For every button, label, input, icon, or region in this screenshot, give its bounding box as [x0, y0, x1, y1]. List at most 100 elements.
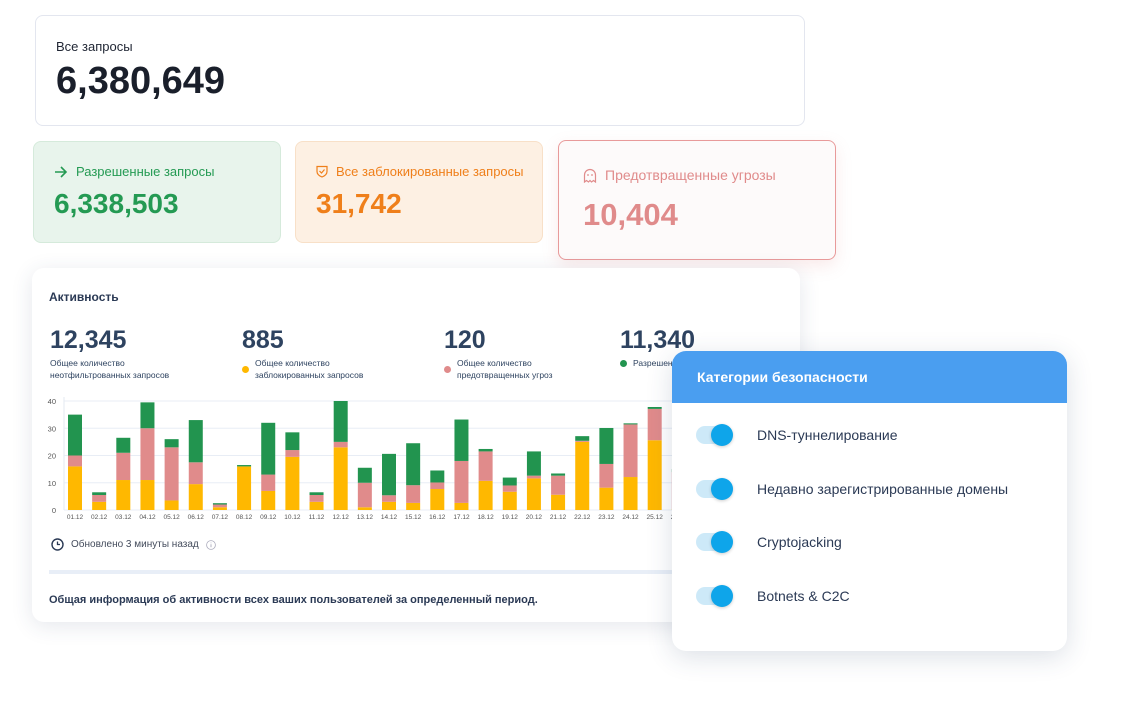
x-tick-label: 13.12: [357, 514, 374, 521]
kpi-desc: Общее количество: [255, 358, 330, 368]
shield-check-icon: [316, 165, 328, 178]
bar-segment: [599, 463, 614, 488]
bar-segment: [237, 465, 252, 467]
bar-segment: [92, 501, 107, 510]
kpi-value: 12,345: [50, 326, 127, 354]
kpi-desc: неотфильтрованных запросов: [50, 370, 170, 380]
bar-segment: [261, 474, 276, 491]
bar-segment: [382, 495, 396, 502]
bar-segment: [526, 478, 541, 510]
bar-segment: [623, 477, 638, 510]
security-item-label: Cryptojacking: [757, 534, 842, 550]
bar-segment: [430, 470, 445, 483]
x-tick-label: 17.12: [453, 514, 470, 521]
bar-segment: [116, 480, 131, 510]
ghost-icon: [583, 168, 597, 183]
kpi-desc: Общее количество: [50, 358, 125, 368]
x-tick-label: 12.12: [333, 514, 350, 521]
total-requests-card: Все запросы 6,380,649: [35, 15, 805, 126]
bar-segment: [285, 450, 300, 457]
bar-segment: [92, 492, 107, 496]
bar-segment: [212, 504, 227, 508]
x-tick-label: 10.12: [284, 514, 301, 521]
bar-segment: [478, 451, 493, 481]
bar-segment: [551, 473, 566, 476]
allowed-requests-value: 6,338,503: [54, 188, 179, 219]
security-item-label: Недавно зарегистрированные домены: [757, 481, 1009, 497]
divider: [49, 570, 699, 574]
toggle-switch[interactable]: [696, 424, 733, 446]
bar-segment: [502, 477, 517, 486]
bar-segment: [406, 485, 421, 503]
bar-segment: [623, 424, 638, 478]
total-requests-label: Все запросы: [56, 39, 133, 54]
x-tick-label: 11.12: [309, 514, 325, 521]
security-item-dns-tunneling: DNS-туннелирование: [696, 424, 898, 446]
bar-segment: [526, 451, 541, 476]
bar-segment: [261, 422, 276, 475]
legend-dot-threats: [444, 365, 451, 373]
toggle-switch[interactable]: [696, 478, 733, 500]
bar-segment: [575, 441, 590, 510]
blocked-requests-label: Все заблокированные запросы: [336, 164, 524, 179]
total-requests-value: 6,380,649: [56, 60, 226, 102]
allowed-requests-card: Разрешенные запросы 6,338,503: [33, 141, 281, 243]
bar-segment: [309, 492, 324, 496]
bar-segment: [575, 436, 590, 441]
x-tick-label: 23.12: [598, 514, 615, 521]
bar-segment: [478, 448, 493, 452]
bar-segment: [68, 466, 82, 510]
bar-segment: [237, 466, 252, 510]
y-tick-label: 30: [48, 424, 56, 433]
kpi-value: 11,340: [620, 326, 696, 354]
bar-segment: [309, 495, 324, 502]
x-tick-label: 15.12: [405, 514, 422, 521]
x-tick-label: 14.12: [381, 514, 398, 521]
security-item-botnets: Botnets & C2C: [696, 585, 850, 607]
bar-segment: [140, 402, 155, 429]
info-icon[interactable]: [205, 539, 216, 550]
y-tick-label: 10: [48, 479, 56, 488]
bar-segment: [68, 414, 82, 456]
bar-segment: [333, 447, 348, 510]
y-tick-label: 0: [52, 506, 56, 515]
x-tick-label: 02.12: [91, 514, 108, 521]
bar-segment: [382, 501, 396, 510]
bar-segment: [188, 462, 203, 485]
clock-icon: [51, 538, 64, 551]
x-tick-label: 22.12: [574, 514, 591, 521]
bar-segment: [551, 475, 566, 495]
bar-segment: [116, 437, 131, 453]
legend-dot-blocked: [242, 365, 249, 373]
prevented-threats-card: Предотвращенные угрозы 10,404: [558, 140, 836, 260]
bar-segment: [406, 443, 421, 486]
prevented-threats-value: 10,404: [583, 197, 678, 232]
activity-footer: Общая информация об активности всех ваши…: [49, 594, 538, 606]
bar-segment: [285, 432, 300, 451]
x-tick-label: 04.12: [139, 514, 156, 521]
blocked-requests-card: Все заблокированные запросы 31,742: [295, 141, 543, 243]
x-tick-label: 21.12: [550, 514, 567, 521]
kpi-unfiltered: 12,345 Общее количество неотфильтрованных…: [50, 326, 169, 381]
kpi-desc: заблокированных запросов: [255, 370, 364, 380]
kpi-threats: 120 Общее количество предотвращенных угро…: [444, 326, 553, 381]
x-tick-label: 03.12: [115, 514, 132, 521]
bar-segment: [623, 423, 638, 425]
x-tick-label: 18.12: [477, 514, 494, 521]
updated-text: Обновлено 3 минуты назад: [71, 539, 199, 550]
bar-segment: [140, 480, 155, 510]
bar-segment: [116, 452, 131, 481]
bar-segment: [261, 490, 276, 510]
toggle-switch[interactable]: [696, 585, 733, 607]
bar-segment: [502, 485, 517, 492]
allowed-requests-label: Разрешенные запросы: [76, 164, 215, 179]
x-tick-label: 20.12: [526, 514, 543, 521]
bar-segment: [140, 428, 155, 481]
toggle-switch[interactable]: [696, 531, 733, 553]
kpi-desc: Разрешенные: [633, 358, 689, 368]
kpi-allowed: 11,340 Разрешенные: [620, 326, 695, 369]
kpi-value: 120: [444, 326, 486, 354]
bar-segment: [164, 500, 179, 510]
bar-segment: [68, 455, 82, 467]
bar-segment: [647, 408, 662, 441]
